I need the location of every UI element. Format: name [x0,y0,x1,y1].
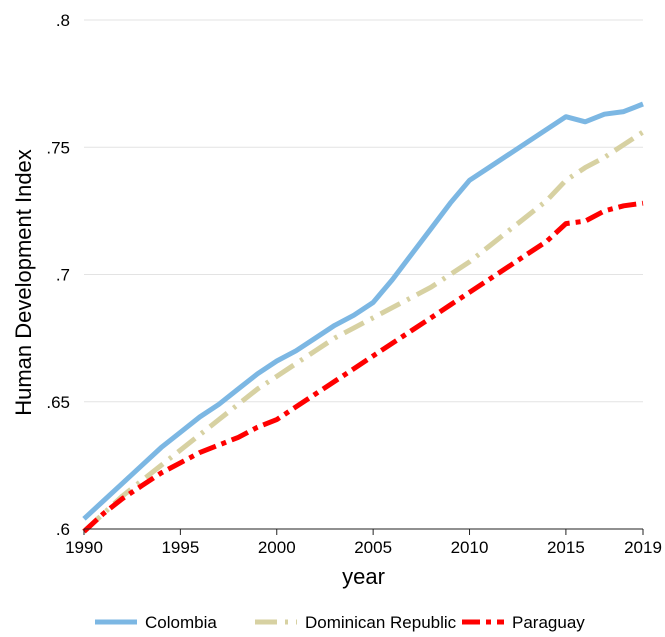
x-axis-title: year [342,564,385,589]
x-tick-label: 1990 [65,538,103,557]
legend-label: Colombia [145,613,217,632]
x-tick-label: 2015 [547,538,585,557]
x-tick-label: 2000 [258,538,296,557]
series-line-dominican-republic [82,129,645,534]
x-tick-labels: 1990 1995 2000 2005 2010 2015 2019 [65,529,662,557]
y-tick-label: .6 [56,520,70,539]
legend: Colombia Dominican Republic Paraguay [95,613,585,632]
gridlines [84,19,643,403]
x-tick-label: 2005 [354,538,392,557]
series-lines [82,101,645,534]
x-tick-label: 1995 [161,538,199,557]
legend-label: Dominican Republic [305,613,457,632]
y-axis-title: Human Development Index [11,149,36,416]
y-tick-labels: .6 .65 .7 .75 .8 [46,11,70,539]
y-tick-label: .8 [56,11,70,30]
legend-label: Paraguay [512,613,585,632]
y-tick-label: .7 [56,266,70,285]
x-tick-label: 2010 [451,538,489,557]
series-line-paraguay [82,200,644,534]
series-line-colombia [82,101,644,521]
y-tick-label: .75 [46,138,70,157]
y-tick-label: .65 [46,393,70,412]
x-tick-label: 2019 [624,538,662,557]
